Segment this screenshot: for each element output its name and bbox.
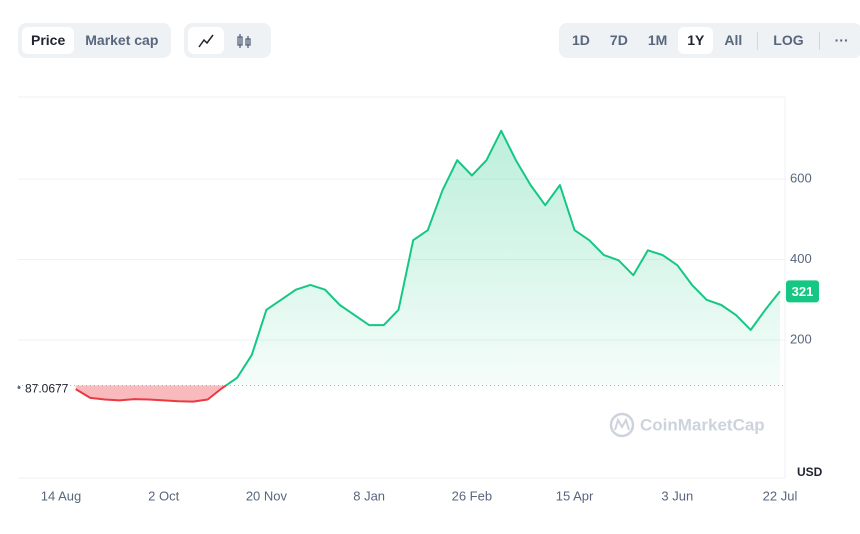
watermark: CoinMarketCap [609, 412, 765, 438]
tab[interactable]: Price [22, 27, 75, 54]
range-button[interactable]: 1D [572, 32, 590, 48]
divider [757, 31, 759, 50]
x-tick-label: 14 Aug [41, 488, 82, 503]
baseline-label: 87.0677 [25, 382, 69, 396]
candle-icon [237, 34, 251, 49]
y-tick-label: 600 [790, 171, 812, 186]
y-tick-label: 400 [790, 251, 812, 266]
chart-type-group [184, 23, 271, 58]
y-tick-label: 200 [790, 331, 812, 346]
current-value-label: 321 [792, 284, 814, 299]
tab-group: Price Market cap [18, 23, 172, 58]
line-chart-button[interactable] [188, 27, 224, 54]
line-icon [198, 34, 214, 48]
more-button[interactable]: ··· [834, 32, 849, 48]
log-button[interactable]: LOG [773, 32, 804, 48]
range-button[interactable]: All [724, 32, 743, 48]
baseline-dot [17, 385, 21, 389]
x-tick-label: 8 Jan [353, 488, 385, 503]
x-tick-label: 22 Jul [763, 488, 798, 503]
watermark-text: CoinMarketCap [640, 415, 765, 434]
range-button[interactable]: 1Y [678, 27, 714, 54]
range-group: 1D 7D 1M 1Y All LOG ··· [559, 23, 860, 58]
current-value-badge [786, 280, 819, 303]
candle-chart-button[interactable] [226, 27, 262, 54]
y-unit-label: USD [797, 465, 823, 479]
x-tick-label: 2 Oct [148, 488, 179, 503]
range-button[interactable]: 1M [647, 32, 668, 48]
divider [818, 31, 820, 50]
range-button[interactable]: 7D [609, 32, 628, 48]
x-tick-label: 3 Jun [661, 488, 693, 503]
tab[interactable]: Market cap [85, 32, 159, 48]
price-area [75, 130, 781, 402]
x-tick-label: 26 Feb [452, 488, 492, 503]
price-line [75, 129, 781, 403]
x-tick-label: 15 Apr [556, 488, 594, 503]
x-tick-label: 20 Nov [246, 488, 288, 503]
